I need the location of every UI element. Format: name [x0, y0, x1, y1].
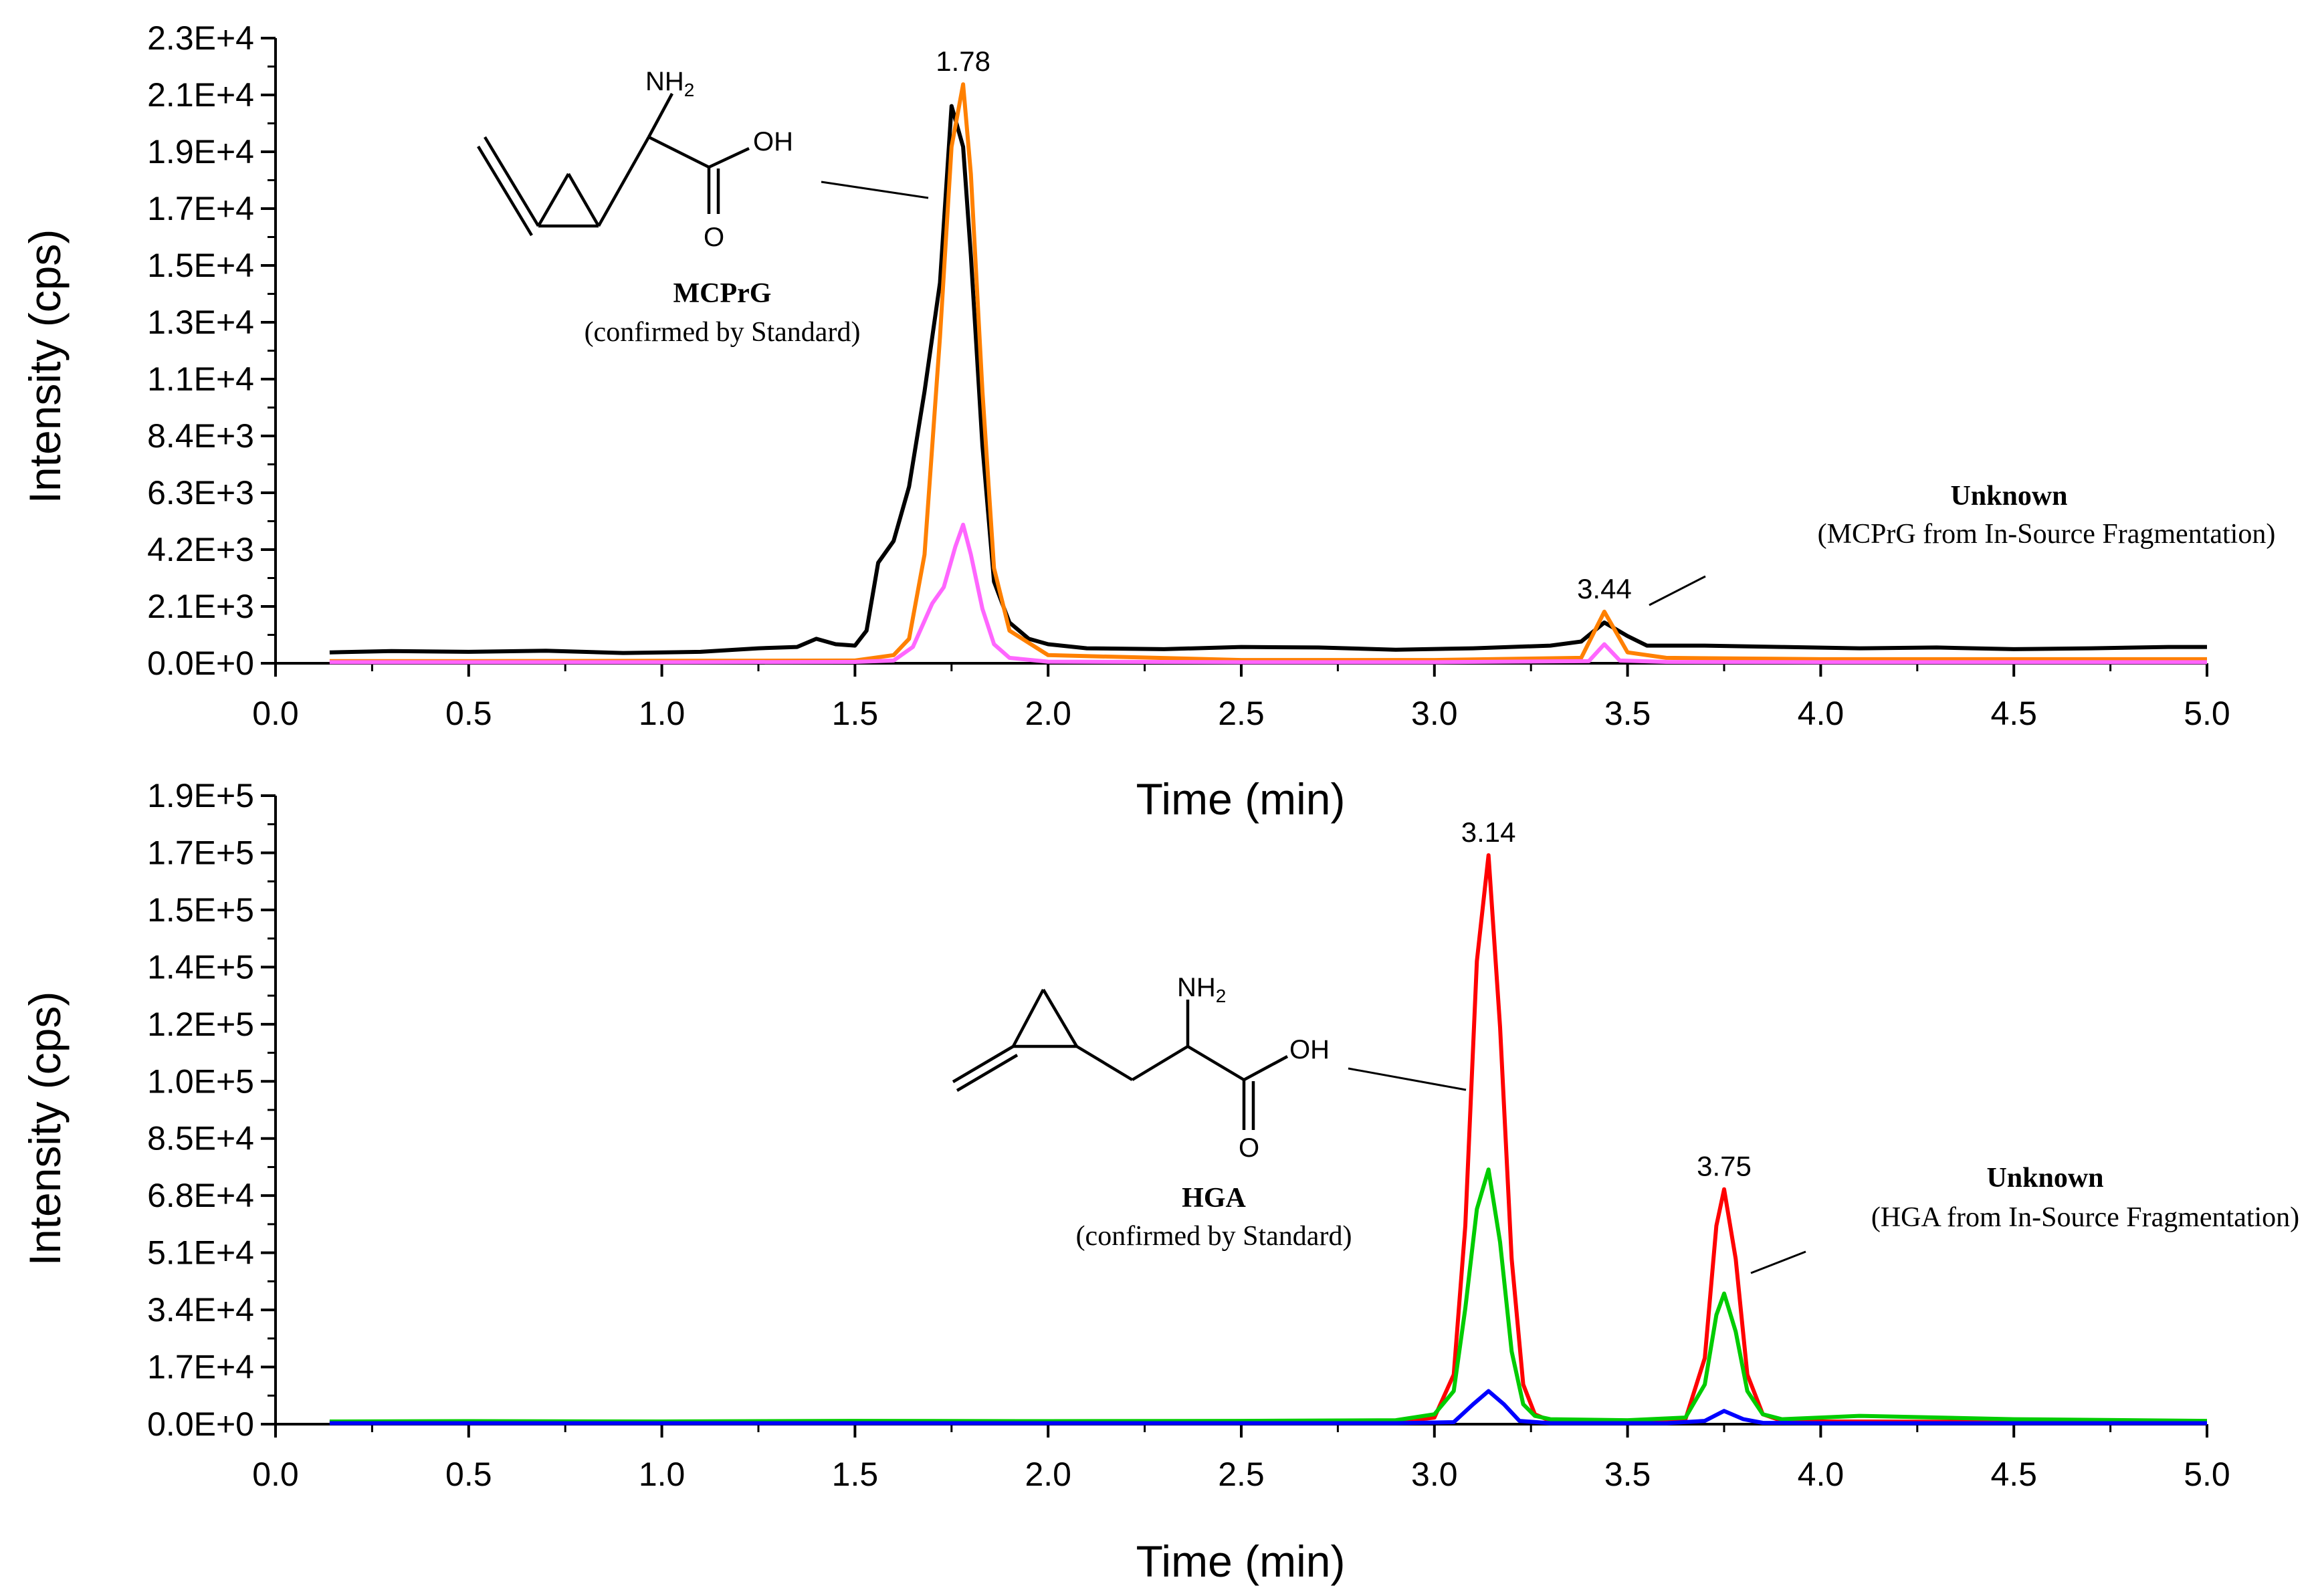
bottom-peak-label: 3.14: [1461, 816, 1516, 848]
bottom-x-tick-label: 3.5: [1604, 1456, 1651, 1493]
bottom-series-group: [329, 853, 2208, 1426]
hga-annotation-subtitle: (confirmed by Standard): [1076, 1221, 1352, 1252]
top-x-axis-title: Time (min): [1136, 774, 1346, 824]
top-y-tick-label: 4.2E+3: [147, 531, 254, 568]
top-y-tick-labels: 0.0E+0 2.1E+3 4.2E+3 6.3E+3 8.4E+3 1.1E+4 1.3E…: [147, 19, 254, 682]
top-y-tick-label: 6.3E+3: [147, 474, 254, 511]
mcprg-structure-icon: [477, 92, 750, 237]
top-x-tick-label: 1.0: [639, 695, 686, 732]
bottom-axis-ticks: [261, 794, 2208, 1438]
top-unknown-annotation-subtitle: (MCPrG from In-Source Fragmentation): [1818, 519, 2276, 550]
bottom-y-tick-label: 6.8E+4: [147, 1177, 254, 1214]
top-unknown-leader-line: [1649, 575, 1706, 606]
bottom-y-tick-label: 1.9E+5: [147, 777, 254, 814]
top-x-tick-label: 0.5: [445, 695, 492, 732]
hga-leader-line: [1348, 1067, 1467, 1091]
top-y-tick-label: 1.1E+4: [147, 360, 254, 398]
bottom-peak-labels: 3.14 3.75: [1461, 816, 1752, 1182]
top-y-tick-label: 8.4E+3: [147, 417, 254, 455]
bottom-x-tick-label: 1.0: [639, 1456, 686, 1493]
top-x-tick-labels: 0.0 0.5 1.0 1.5 2.0 2.5 3.0 3.5 4.0 4.5 5.0: [252, 695, 2230, 732]
top-trace-black: [329, 104, 2207, 655]
top-x-tick-label: 4.5: [1990, 695, 2037, 732]
bottom-y-tick-label: 1.0E+5: [147, 1062, 254, 1100]
bottom-x-tick-label: 5.0: [2184, 1456, 2230, 1493]
bottom-y-axis-title: Intensity (cps): [20, 992, 70, 1266]
bottom-y-tick-label: 0.0E+0: [147, 1405, 254, 1443]
top-y-tick-label: 2.3E+4: [147, 19, 254, 57]
mcprg-annotation-title: MCPrG: [673, 278, 772, 309]
top-x-tick-label: 4.0: [1798, 695, 1845, 732]
top-trace-orange: [329, 82, 2207, 663]
top-unknown-annotation-title: Unknown: [1950, 481, 2067, 511]
bottom-y-tick-label: 1.5E+5: [147, 891, 254, 929]
mcprg-carbonyl-label: O: [704, 223, 724, 252]
bottom-x-tick-label: 2.5: [1218, 1456, 1265, 1493]
bottom-y-tick-label: 1.4E+5: [147, 948, 254, 986]
top-y-tick-label: 2.1E+4: [147, 76, 254, 114]
top-axis-ticks: [261, 37, 2208, 677]
panel-bottom: 0.0E+0 1.7E+4 3.4E+4 5.1E+4 6.8E+4 8.5E+4 1.0E…: [20, 777, 2299, 1586]
hga-acid-label: OH: [1289, 1035, 1330, 1064]
mcprg-annotation-subtitle: (confirmed by Standard): [585, 317, 861, 348]
bottom-x-tick-labels: 0.0 0.5 1.0 1.5 2.0 2.5 3.0 3.5 4.0 4.5 5.0: [252, 1456, 2230, 1493]
panel-top: 0.0E+0 2.1E+3 4.2E+3 6.3E+3 8.4E+3 1.1E+4 1.3E…: [20, 19, 2275, 824]
bottom-x-tick-label: 0.5: [445, 1456, 492, 1493]
hga-carbonyl-label: O: [1239, 1133, 1259, 1163]
top-y-tick-label: 0.0E+0: [147, 645, 254, 682]
hga-annotation-title: HGA: [1182, 1183, 1246, 1214]
top-x-tick-label: 2.5: [1218, 695, 1265, 732]
top-x-tick-label: 3.5: [1604, 695, 1651, 732]
top-peak-label: 3.44: [1577, 573, 1632, 604]
mcprg-acid-label: OH: [753, 127, 793, 156]
mcprg-amine-label: NH2: [645, 67, 694, 100]
bottom-y-tick-label: 1.7E+5: [147, 834, 254, 871]
bottom-peak-label: 3.75: [1697, 1151, 1752, 1182]
bottom-x-tick-label: 3.0: [1411, 1456, 1458, 1493]
bottom-x-axis-title: Time (min): [1136, 1536, 1346, 1586]
bottom-y-tick-label: 3.4E+4: [147, 1291, 254, 1329]
bottom-trace-red: [329, 853, 2208, 1425]
bottom-trace-green: [329, 1167, 2208, 1423]
bottom-y-tick-label: 8.5E+4: [147, 1120, 254, 1157]
top-x-tick-label: 3.0: [1411, 695, 1458, 732]
top-peak-label: 1.78: [936, 45, 990, 77]
mcprg-leader-line: [821, 181, 929, 199]
top-y-tick-label: 1.9E+4: [147, 133, 254, 170]
bottom-trace-blue: [329, 1389, 2207, 1426]
top-y-axis-title: Intensity (cps): [20, 229, 70, 504]
top-x-tick-label: 1.5: [832, 695, 879, 732]
top-series-group: [329, 82, 2207, 665]
bottom-y-tick-label: 1.2E+5: [147, 1006, 254, 1043]
bottom-unknown-annotation-subtitle: (HGA from In-Source Fragmentation): [1871, 1202, 2299, 1233]
top-x-tick-label: 2.0: [1025, 695, 1071, 732]
top-y-tick-label: 2.1E+3: [147, 588, 254, 625]
top-y-tick-label: 1.3E+4: [147, 304, 254, 341]
bottom-y-tick-label: 1.7E+4: [147, 1349, 254, 1386]
hga-structure-icon: [952, 988, 1289, 1130]
bottom-x-tick-label: 2.0: [1025, 1456, 1071, 1493]
top-y-tick-label: 1.7E+4: [147, 190, 254, 227]
bottom-y-tick-label: 5.1E+4: [147, 1234, 254, 1272]
top-peak-labels: 1.78 3.44: [936, 45, 1632, 604]
bottom-unknown-annotation-title: Unknown: [1986, 1163, 2103, 1193]
top-x-tick-label: 0.0: [252, 695, 299, 732]
bottom-unknown-leader-line: [1750, 1250, 1806, 1274]
bottom-x-tick-label: 4.0: [1798, 1456, 1845, 1493]
top-y-tick-label: 1.5E+4: [147, 247, 254, 284]
top-trace-pink: [329, 522, 2207, 665]
bottom-x-tick-label: 4.5: [1990, 1456, 2037, 1493]
bottom-x-tick-label: 0.0: [252, 1456, 299, 1493]
hga-amine-label: NH2: [1177, 973, 1226, 1006]
bottom-y-tick-labels: 0.0E+0 1.7E+4 3.4E+4 5.1E+4 6.8E+4 8.5E+4 1.0E…: [147, 777, 254, 1443]
top-x-tick-label: 5.0: [2184, 695, 2230, 732]
bottom-x-tick-label: 1.5: [832, 1456, 879, 1493]
